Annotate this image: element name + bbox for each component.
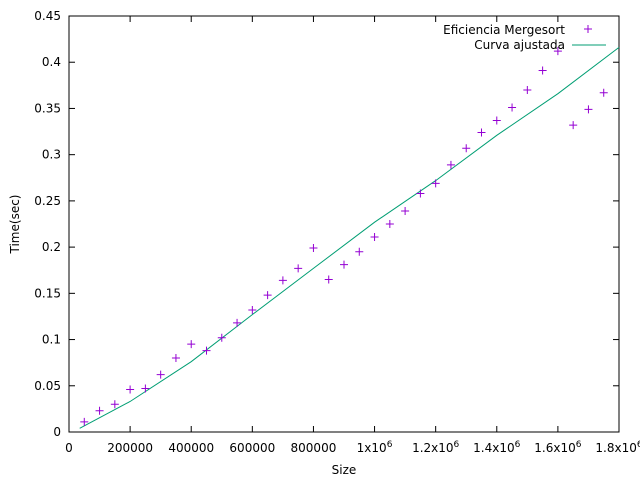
data-point	[248, 305, 257, 314]
fit-curve	[79, 47, 620, 429]
data-point	[385, 220, 394, 228]
data-point	[446, 160, 455, 169]
x-tick-label-exponent: 6	[576, 440, 582, 450]
y-tick-label: 0.15	[34, 286, 61, 300]
x-tick-label: 1.2x106	[412, 440, 459, 455]
legend-label-mergesort: Eficiencia Mergesort	[443, 23, 565, 37]
y-tick-label: 0.4	[42, 55, 61, 69]
y-tick-label: 0.45	[34, 9, 61, 23]
y-tick-label: 0.2	[42, 240, 61, 254]
data-point	[584, 105, 593, 114]
data-point	[324, 275, 333, 284]
x-tick-label-base: 1x10	[357, 441, 387, 455]
data-point	[401, 207, 410, 216]
x-tick-label-base: 1.8x10	[595, 441, 636, 455]
fit-line-series	[79, 47, 620, 429]
x-tick-label: 0	[65, 441, 73, 455]
y-tick-label: 0.3	[42, 148, 61, 162]
data-point	[553, 47, 562, 56]
x-tick-label-base: 1.2x10	[412, 441, 453, 455]
x-tick-label: 400000	[168, 441, 214, 455]
data-point	[156, 370, 165, 379]
plot-frame	[68, 15, 620, 433]
x-tick-label-exponent: 6	[387, 440, 393, 450]
x-tick-label: 800000	[291, 441, 337, 455]
data-point	[126, 385, 135, 394]
legend-label-fit: Curva ajustada	[474, 38, 565, 52]
y-tick-label: 0.35	[34, 101, 61, 115]
data-point	[340, 260, 348, 269]
x-tick-label-exponent: 6	[637, 440, 640, 450]
x-tick-label: 200000	[107, 441, 153, 455]
legend-plus-symbol	[584, 25, 592, 33]
data-point	[309, 244, 318, 253]
x-tick-label: 1.6x106	[534, 440, 581, 455]
legend-marker-plus	[584, 25, 592, 33]
x-tick-label: 600000	[229, 441, 275, 455]
data-point	[217, 333, 226, 342]
data-point	[278, 276, 287, 285]
x-tick-label-base: 1.4x10	[473, 441, 514, 455]
data-point	[80, 417, 89, 426]
data-point	[569, 121, 578, 130]
x-tick-label-exponent: 6	[454, 440, 460, 450]
x-axis-ticks: 0 200000 400000 600000 800000 1x106 1.2x106 1.4…	[65, 16, 640, 455]
y-tick-label: 0	[53, 425, 61, 439]
data-point	[492, 116, 501, 125]
data-point	[95, 406, 104, 415]
data-point	[538, 66, 547, 75]
mergesort-points-series	[80, 47, 608, 426]
legend: Eficiencia Mergesort Curva ajustada	[443, 23, 606, 52]
x-tick-label-base: 1.6x10	[534, 441, 575, 455]
data-point	[508, 103, 517, 112]
x-tick-label: 1x106	[357, 440, 393, 455]
data-point	[294, 264, 303, 273]
data-point	[523, 85, 532, 94]
data-point	[355, 247, 364, 256]
y-tick-label: 0.1	[42, 333, 61, 347]
data-point	[141, 384, 150, 393]
data-point	[202, 346, 211, 355]
y-axis-label: Time(sec)	[8, 195, 22, 255]
x-tick-label: 1.8x106	[595, 440, 640, 455]
x-tick-label-exponent: 6	[515, 440, 521, 450]
data-point	[462, 144, 471, 153]
data-point	[233, 318, 242, 327]
data-point	[110, 400, 119, 409]
x-axis-label: Size	[332, 463, 357, 477]
data-point	[477, 128, 486, 137]
y-tick-label: 0.05	[34, 379, 61, 393]
x-tick-label: 1.4x106	[473, 440, 520, 455]
data-point	[416, 189, 425, 198]
data-point	[370, 232, 379, 241]
y-axis-ticks: 0 0.05 0.1 0.15 0.2 0.25 0.3 0.35 0.4 0.45	[34, 9, 619, 439]
data-point	[171, 354, 180, 363]
data-point	[187, 340, 196, 349]
data-point	[431, 179, 440, 188]
y-tick-label: 0.25	[34, 194, 61, 208]
data-point	[599, 88, 608, 97]
data-point	[263, 291, 272, 300]
